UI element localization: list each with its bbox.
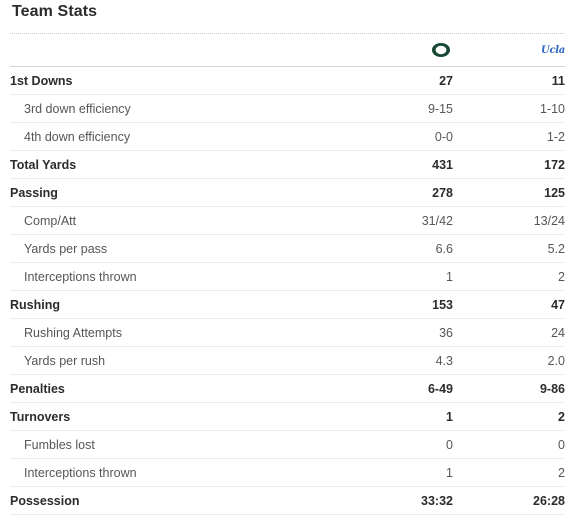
home-team-value: 31/42 [343,206,453,235]
away-team-value: 2 [453,402,565,431]
away-team-value: 9-86 [453,374,565,403]
stat-label: Penalties [10,374,343,403]
away-team-value: 1-2 [453,122,565,151]
away-team-value: 47 [453,290,565,319]
home-team-value: 278 [343,178,453,207]
stat-row: Turnovers 1 2 [10,402,565,431]
away-team-value: 5.2 [453,234,565,263]
stat-row: 4th down efficiency 0-0 1-2 [10,122,565,151]
home-team-value: 153 [343,290,453,319]
ucla-logo-text: Ucla [541,44,565,56]
home-team-value: 6.6 [343,234,453,263]
stat-label: Fumbles lost [10,430,343,459]
stat-row: Rushing Attempts 36 24 [10,318,565,347]
home-team-value: 0-0 [343,122,453,151]
stat-label: Passing [10,178,343,207]
away-team-value: 2 [453,262,565,291]
stat-row: Passing 278 125 [10,178,565,207]
away-team-value: 2 [453,458,565,487]
away-team-value: 1-10 [453,94,565,123]
home-team-value: 431 [343,150,453,179]
away-team-value: 0 [453,430,565,459]
home-team-value: 1 [343,458,453,487]
home-team-value: 6-49 [343,374,453,403]
team-logos-header: Ucla [10,34,565,67]
stat-row: Interceptions thrown 1 2 [10,262,565,291]
home-team-value: 4.3 [343,346,453,375]
stat-row: 1st Downs 27 11 [10,67,565,95]
away-team-value: 2.0 [453,346,565,375]
stat-label: 4th down efficiency [10,122,343,151]
stat-row: Penalties 6-49 9-86 [10,374,565,403]
stat-label: Interceptions thrown [10,262,343,291]
stat-label: Yards per pass [10,234,343,263]
stat-row: Yards per pass 6.6 5.2 [10,234,565,263]
away-team-value: 13/24 [453,206,565,235]
home-team-value: 33:32 [343,486,453,515]
stat-row: Fumbles lost 0 0 [10,430,565,459]
stat-label: Rushing Attempts [10,318,343,347]
away-team-value: 125 [453,178,565,207]
stat-label: Comp/Att [10,206,343,235]
team-stats-table: 1st Downs 27 11 3rd down efficiency 9-15 1-10… [10,67,565,515]
away-team-value: 24 [453,318,565,347]
home-team-value: 0 [343,430,453,459]
away-team-value: 172 [453,150,565,179]
stat-label: 1st Downs [10,67,343,95]
stat-label: 3rd down efficiency [10,94,343,123]
oregon-o-logo-icon-graphic [432,43,450,57]
home-team-value: 27 [343,67,453,95]
ucla-logo-icon[interactable]: Ucla [541,34,565,66]
stat-label: Interceptions thrown [10,458,343,487]
stat-row: Possession 33:32 26:28 [10,486,565,515]
stat-row: Rushing 153 47 [10,290,565,319]
stat-label: Possession [10,486,343,515]
stat-row: Comp/Att 31/42 13/24 [10,206,565,235]
home-team-value: 1 [343,402,453,431]
home-team-value: 1 [343,262,453,291]
stat-label: Total Yards [10,150,343,179]
section-title: Team Stats [12,3,98,20]
stat-row: Total Yards 431 172 [10,150,565,179]
stat-row: Yards per rush 4.3 2.0 [10,346,565,375]
stat-row: Interceptions thrown 1 2 [10,458,565,487]
stat-label: Yards per rush [10,346,343,375]
stat-label: Turnovers [10,402,343,431]
divider [10,33,565,34]
oregon-o-logo-icon[interactable] [429,34,453,66]
home-team-value: 36 [343,318,453,347]
away-team-value: 26:28 [453,486,565,515]
home-team-value: 9-15 [343,94,453,123]
stat-label: Rushing [10,290,343,319]
away-team-value: 11 [453,67,565,95]
stat-row: 3rd down efficiency 9-15 1-10 [10,94,565,123]
